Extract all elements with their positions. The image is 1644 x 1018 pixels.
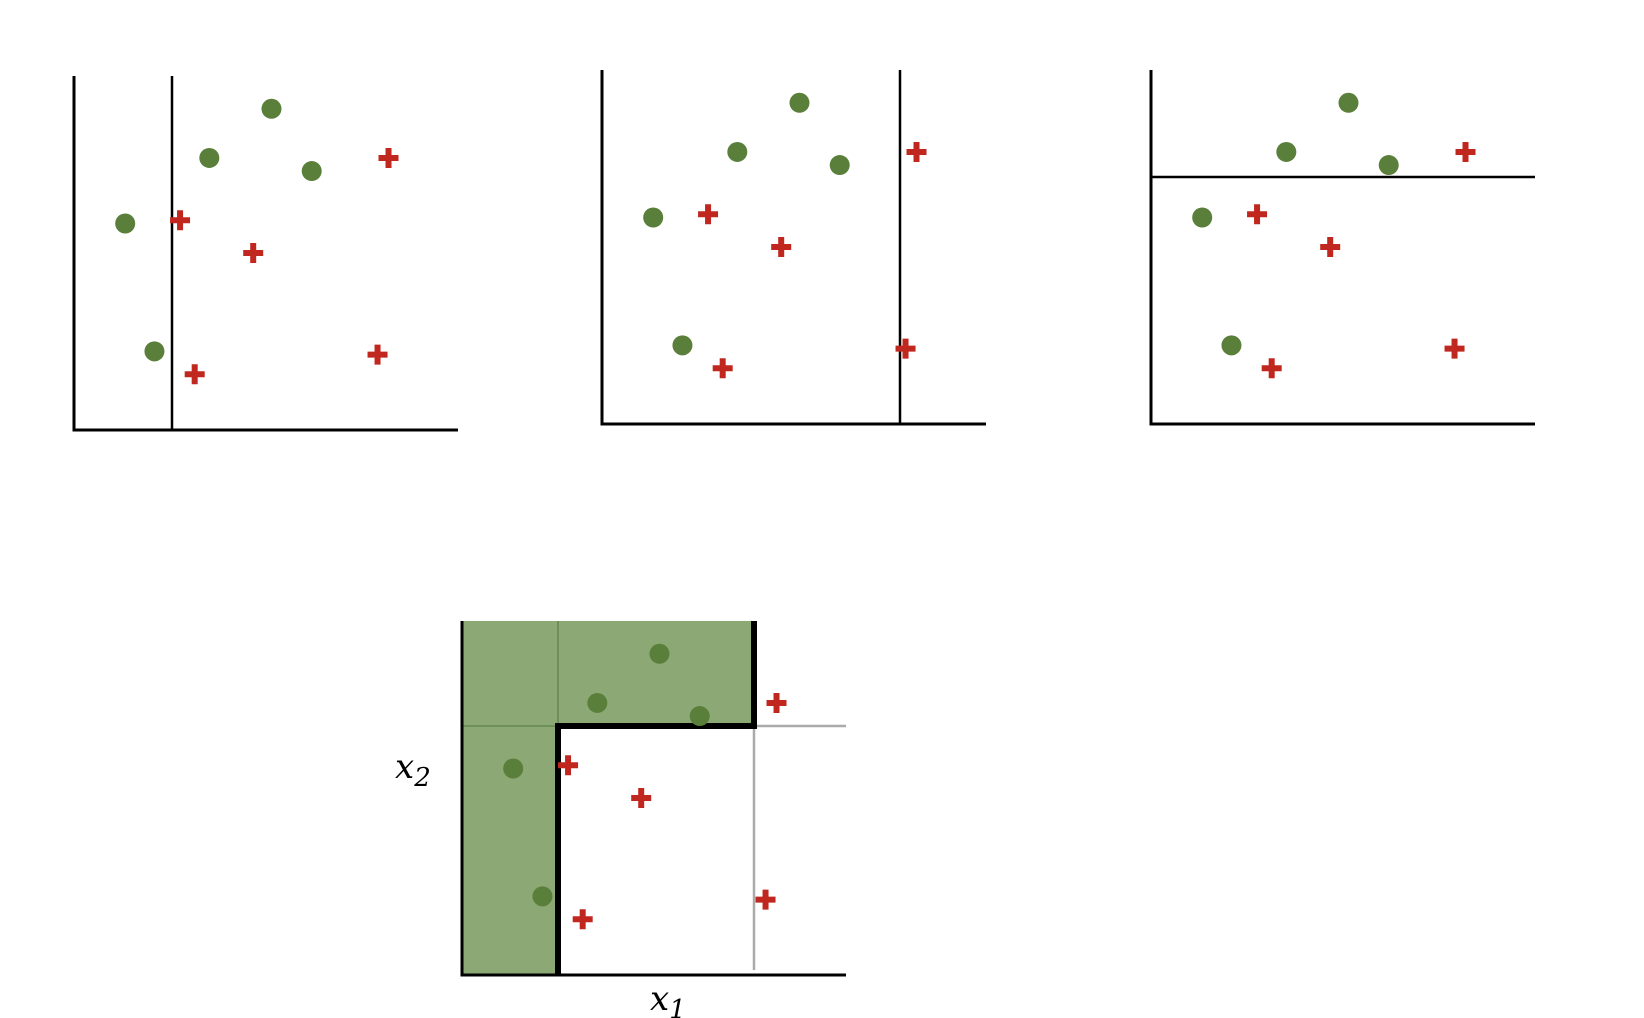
- green-point: [672, 335, 693, 356]
- red-plus-point: [766, 692, 787, 713]
- green-point: [587, 692, 608, 713]
- green-point: [532, 886, 553, 907]
- x2-base: x: [395, 747, 414, 787]
- red-plus-point: [1247, 204, 1268, 225]
- red-plus-point: [243, 243, 264, 263]
- red-plus-point: [184, 364, 205, 385]
- panel-2-points: [643, 92, 927, 379]
- green-point: [1338, 92, 1359, 113]
- panel-1-axes: [72, 76, 458, 432]
- green-point: [301, 161, 322, 182]
- x1-subscript: 1: [669, 995, 686, 1018]
- green-point: [649, 643, 670, 664]
- red-plus-point: [631, 788, 652, 808]
- combined-axes: [460, 621, 846, 977]
- red-plus-point: [1320, 237, 1341, 257]
- green-point: [643, 207, 664, 228]
- x2-subscript: 2: [413, 763, 431, 793]
- red-plus-point: [1444, 338, 1465, 359]
- decision-boundary: [555, 621, 757, 975]
- green-point: [144, 341, 165, 362]
- combined-panel: x1 x2: [395, 621, 846, 1018]
- red-plus-point: [895, 338, 916, 359]
- panel-1-background: [74, 76, 458, 430]
- red-plus-point: [378, 147, 399, 168]
- panel-2-axes: [600, 70, 986, 426]
- x1-base: x: [650, 979, 669, 1018]
- red-plus-point: [906, 141, 927, 162]
- green-point: [829, 155, 850, 176]
- green-point: [727, 141, 748, 162]
- red-plus-point: [367, 344, 388, 365]
- red-plus-point: [170, 210, 191, 231]
- red-plus-point: [572, 909, 593, 930]
- x2-axis-label: x2: [395, 747, 431, 793]
- green-region: [462, 621, 754, 975]
- green-point: [199, 147, 220, 168]
- green-point: [789, 92, 810, 113]
- red-plus-point: [771, 237, 792, 257]
- green-point: [1378, 155, 1399, 176]
- red-plus-point: [698, 204, 719, 225]
- red-plus-point: [1261, 358, 1282, 379]
- panel-1-points: [115, 98, 399, 385]
- panel-3-points: [1192, 92, 1476, 379]
- green-point: [1221, 335, 1242, 356]
- red-plus-point: [755, 889, 776, 910]
- panel-1: [72, 76, 458, 432]
- green-point: [503, 758, 524, 779]
- panel-3-axes: [1149, 70, 1535, 426]
- red-plus-point: [558, 755, 579, 776]
- combined-points: [503, 643, 787, 930]
- green-point: [261, 98, 282, 119]
- red-plus-point: [1455, 141, 1476, 162]
- panel-3: [1149, 70, 1535, 426]
- green-point: [689, 706, 710, 727]
- red-plus-point: [712, 358, 733, 379]
- green-point: [115, 213, 136, 234]
- panel-2: [600, 70, 986, 426]
- green-point: [1276, 141, 1297, 162]
- x1-axis-label: x1: [650, 979, 686, 1018]
- green-point: [1192, 207, 1213, 228]
